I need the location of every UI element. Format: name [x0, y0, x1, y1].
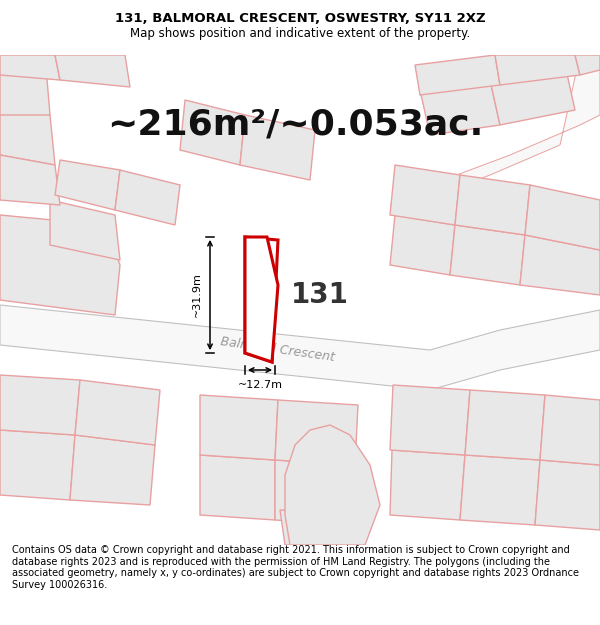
Polygon shape — [0, 215, 120, 315]
Polygon shape — [0, 375, 80, 435]
Polygon shape — [390, 385, 470, 455]
Polygon shape — [200, 395, 278, 460]
Text: Contains OS data © Crown copyright and database right 2021. This information is : Contains OS data © Crown copyright and d… — [12, 545, 579, 590]
Polygon shape — [280, 510, 370, 545]
Polygon shape — [245, 237, 278, 362]
Text: Balmoral Crescent: Balmoral Crescent — [220, 336, 336, 364]
Polygon shape — [0, 430, 75, 500]
Polygon shape — [285, 425, 380, 545]
Polygon shape — [390, 55, 600, 205]
Polygon shape — [0, 105, 55, 165]
Polygon shape — [285, 515, 360, 545]
Polygon shape — [50, 200, 120, 260]
Polygon shape — [55, 160, 120, 210]
Text: ~12.7m: ~12.7m — [238, 380, 283, 390]
Polygon shape — [200, 455, 275, 520]
Polygon shape — [0, 155, 60, 205]
Polygon shape — [460, 455, 540, 525]
Polygon shape — [275, 460, 355, 525]
Polygon shape — [495, 55, 580, 85]
Polygon shape — [0, 55, 60, 80]
Polygon shape — [275, 400, 358, 465]
Text: ~216m²/~0.053ac.: ~216m²/~0.053ac. — [107, 108, 483, 142]
Polygon shape — [390, 450, 465, 520]
Polygon shape — [420, 80, 500, 135]
Polygon shape — [575, 55, 600, 75]
Text: 131, BALMORAL CRESCENT, OSWESTRY, SY11 2XZ: 131, BALMORAL CRESCENT, OSWESTRY, SY11 2… — [115, 12, 485, 25]
Polygon shape — [180, 100, 245, 165]
Polygon shape — [450, 225, 525, 285]
Polygon shape — [540, 395, 600, 465]
Text: Map shows position and indicative extent of the property.: Map shows position and indicative extent… — [130, 27, 470, 39]
Polygon shape — [245, 237, 278, 362]
Polygon shape — [115, 170, 180, 225]
Polygon shape — [465, 390, 545, 460]
Text: 131: 131 — [291, 281, 349, 309]
Polygon shape — [0, 55, 50, 115]
Text: ~31.9m: ~31.9m — [192, 272, 202, 318]
Polygon shape — [535, 460, 600, 530]
Polygon shape — [0, 305, 600, 390]
Polygon shape — [70, 435, 155, 505]
Polygon shape — [490, 65, 575, 125]
Polygon shape — [455, 175, 530, 235]
Polygon shape — [415, 55, 500, 95]
Polygon shape — [390, 165, 460, 225]
Polygon shape — [55, 55, 130, 87]
Polygon shape — [525, 185, 600, 250]
Polygon shape — [75, 380, 160, 445]
Polygon shape — [240, 115, 315, 180]
Polygon shape — [390, 215, 455, 275]
Polygon shape — [520, 235, 600, 295]
